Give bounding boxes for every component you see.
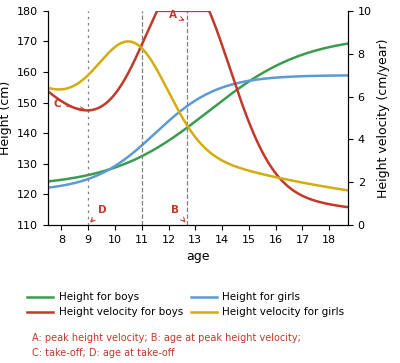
Y-axis label: Height (cm): Height (cm) [0, 81, 12, 155]
Text: D: D [91, 205, 106, 222]
Text: A: A [168, 11, 184, 20]
Text: C: C [53, 99, 84, 111]
Text: A: peak height velocity; B: age at peak height velocity;: A: peak height velocity; B: age at peak … [32, 333, 301, 343]
Text: B: B [171, 205, 185, 222]
Text: C: take-off; D: age at take-off: C: take-off; D: age at take-off [32, 347, 174, 358]
Y-axis label: Height velocity (cm/year): Height velocity (cm/year) [377, 38, 390, 198]
Legend: Height for boys, Height velocity for boys, Height for girls, Height velocity for: Height for boys, Height velocity for boy… [23, 288, 349, 322]
X-axis label: age: age [186, 250, 210, 263]
